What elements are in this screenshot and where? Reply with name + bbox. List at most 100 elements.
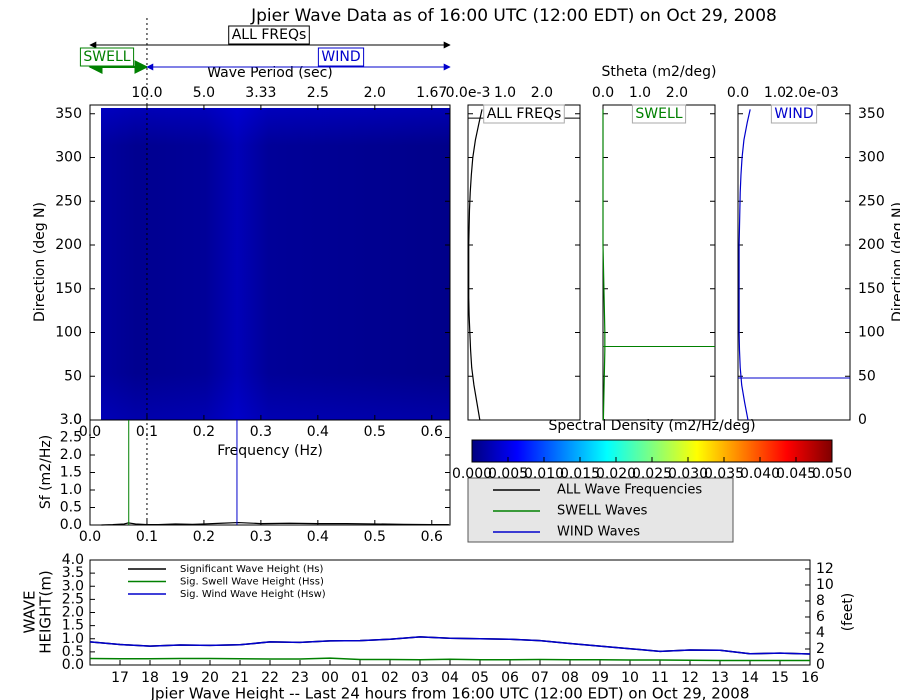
x-tick-label: 0.2 bbox=[193, 529, 215, 545]
y-axis-label: Direction (deg N) bbox=[890, 202, 900, 322]
y-axis-label: Sf (m2/Hz) bbox=[38, 435, 54, 509]
x-tick-label: 03 bbox=[411, 670, 429, 686]
panel-label-box bbox=[483, 104, 565, 124]
x-axis-label: Jpier Wave Height -- Last 24 hours from … bbox=[150, 685, 750, 700]
stheta-line bbox=[602, 109, 606, 421]
y-tick-label: 0.5 bbox=[60, 500, 82, 516]
y-axis-label: WAVE bbox=[21, 590, 39, 633]
x-tick-label: 14 bbox=[741, 670, 759, 686]
x-tick-label: 23 bbox=[291, 670, 309, 686]
y-tick-label: 0 bbox=[816, 657, 825, 673]
y-tick-label: 350 bbox=[858, 106, 885, 122]
y-tick-label: 2 bbox=[816, 641, 825, 657]
x-tick-label: 0.040 bbox=[740, 466, 780, 482]
y-tick-label: 350 bbox=[55, 106, 82, 122]
x-tick-label: 0.4 bbox=[307, 529, 329, 545]
y-tick-label: 2.5 bbox=[60, 430, 82, 446]
x-tick-label: 0.6 bbox=[421, 529, 443, 545]
panel-label: SWELL bbox=[635, 106, 682, 122]
x-tick-label: 0.4 bbox=[307, 424, 329, 440]
annotation: WIND bbox=[321, 49, 360, 65]
x-tick-label: 1.0 bbox=[629, 85, 651, 101]
legend-label: SWELL Waves bbox=[557, 504, 648, 519]
y-tick-label: 250 bbox=[55, 193, 82, 209]
y-tick-label: 12 bbox=[816, 561, 834, 577]
annotation-box bbox=[228, 25, 310, 45]
x-tick-label: 0.1 bbox=[136, 424, 158, 440]
y-tick-label: 200 bbox=[858, 237, 885, 253]
x-tick-label: 15 bbox=[771, 670, 789, 686]
x-axis-label: Stheta (m2/deg) bbox=[602, 64, 717, 80]
x-tick-label: 01 bbox=[351, 670, 369, 686]
panel-label-box bbox=[631, 104, 687, 124]
y-tick-label: 100 bbox=[55, 325, 82, 341]
x-tick-label: 5.0 bbox=[193, 85, 215, 101]
x-tick-label: 00 bbox=[321, 670, 339, 686]
x-tick-label: 0.050 bbox=[812, 466, 852, 482]
axes-frame bbox=[467, 104, 581, 421]
x-tick-label: 0.010 bbox=[524, 466, 564, 482]
x-tick-label: 20 bbox=[201, 670, 219, 686]
y-tick-label: 50 bbox=[64, 368, 82, 384]
annotation-box bbox=[317, 47, 365, 67]
x-tick-label: 08 bbox=[561, 670, 579, 686]
y-tick-label: 0 bbox=[73, 412, 82, 428]
x-tick-label: 1.67 bbox=[416, 85, 447, 101]
x-tick-label: 0.2 bbox=[193, 424, 215, 440]
x-tick-label: 3.33 bbox=[245, 85, 276, 101]
legend-label: WIND Waves bbox=[557, 525, 640, 540]
legend-label: Significant Wave Height (Hs) bbox=[180, 564, 323, 575]
axes-frame bbox=[737, 104, 851, 421]
spectrum-line bbox=[101, 521, 449, 526]
colorbar-label: Spectral Density (m2/Hz/deg) bbox=[548, 418, 755, 434]
x-tick-label: 21 bbox=[231, 670, 249, 686]
y-tick-label: 2.0 bbox=[62, 605, 84, 621]
y-tick-label: 10 bbox=[816, 577, 834, 593]
x-tick-label: 0.030 bbox=[668, 466, 708, 482]
x-tick-label: 0.5 bbox=[364, 529, 386, 545]
y-tick-label: 200 bbox=[55, 237, 82, 253]
heatmap-image bbox=[101, 108, 450, 420]
y-tick-label: 4 bbox=[816, 625, 825, 641]
annotation-box bbox=[79, 47, 135, 67]
x-tick-label: 2.0 bbox=[666, 85, 688, 101]
y-tick-label: 8 bbox=[816, 593, 825, 609]
x-tick-label: 2.0 bbox=[531, 85, 553, 101]
x-tick-label: 0.005 bbox=[488, 466, 528, 482]
y-tick-label: 2.5 bbox=[62, 591, 84, 607]
annotation: ALL FREQs bbox=[232, 27, 307, 43]
x-tick-label: 19 bbox=[171, 670, 189, 686]
x-tick-label: 0.045 bbox=[776, 466, 816, 482]
legend-label: Sig. Wind Wave Height (Hsw) bbox=[180, 589, 326, 600]
x-tick-label: 2.5 bbox=[307, 85, 329, 101]
annotation: SWELL bbox=[83, 49, 130, 65]
x-tick-label: 1.0 bbox=[494, 85, 516, 101]
x-tick-label: 0.015 bbox=[560, 466, 600, 482]
legend-label: Sig. Swell Wave Height (Hss) bbox=[180, 577, 324, 588]
y-tick-label: 1.0 bbox=[60, 482, 82, 498]
x-tick-label: 06 bbox=[501, 670, 519, 686]
x-tick-label: 0.0e-3 bbox=[446, 85, 491, 101]
y-tick-label: 300 bbox=[858, 150, 885, 166]
x-tick-label: 07 bbox=[531, 670, 549, 686]
x-tick-label: 0.1 bbox=[136, 529, 158, 545]
x-tick-label: 0.5 bbox=[364, 424, 386, 440]
x-axis-label: Frequency (Hz) bbox=[217, 443, 323, 459]
x-tick-label: 05 bbox=[471, 670, 489, 686]
y-tick-label: 0.0 bbox=[62, 657, 84, 673]
x-tick-label: 17 bbox=[111, 670, 129, 686]
x-tick-label: 2.0e-03 bbox=[785, 85, 839, 101]
title: Jpier Wave Data as of 16:00 UTC (12:00 E… bbox=[250, 6, 777, 26]
x-tick-label: 0.0 bbox=[592, 85, 614, 101]
x-tick-label: 22 bbox=[261, 670, 279, 686]
x-tick-label: 0.6 bbox=[421, 424, 443, 440]
x-tick-label: 02 bbox=[381, 670, 399, 686]
panel-label-box bbox=[770, 104, 818, 124]
y-tick-label: 4.0 bbox=[62, 552, 84, 568]
colorbar bbox=[472, 440, 832, 462]
stheta-line bbox=[468, 109, 483, 421]
y-tick-label: 100 bbox=[858, 325, 885, 341]
y-tick-label: 50 bbox=[858, 368, 876, 384]
series-line bbox=[89, 657, 810, 662]
x-tick-label: 0.3 bbox=[250, 529, 272, 545]
